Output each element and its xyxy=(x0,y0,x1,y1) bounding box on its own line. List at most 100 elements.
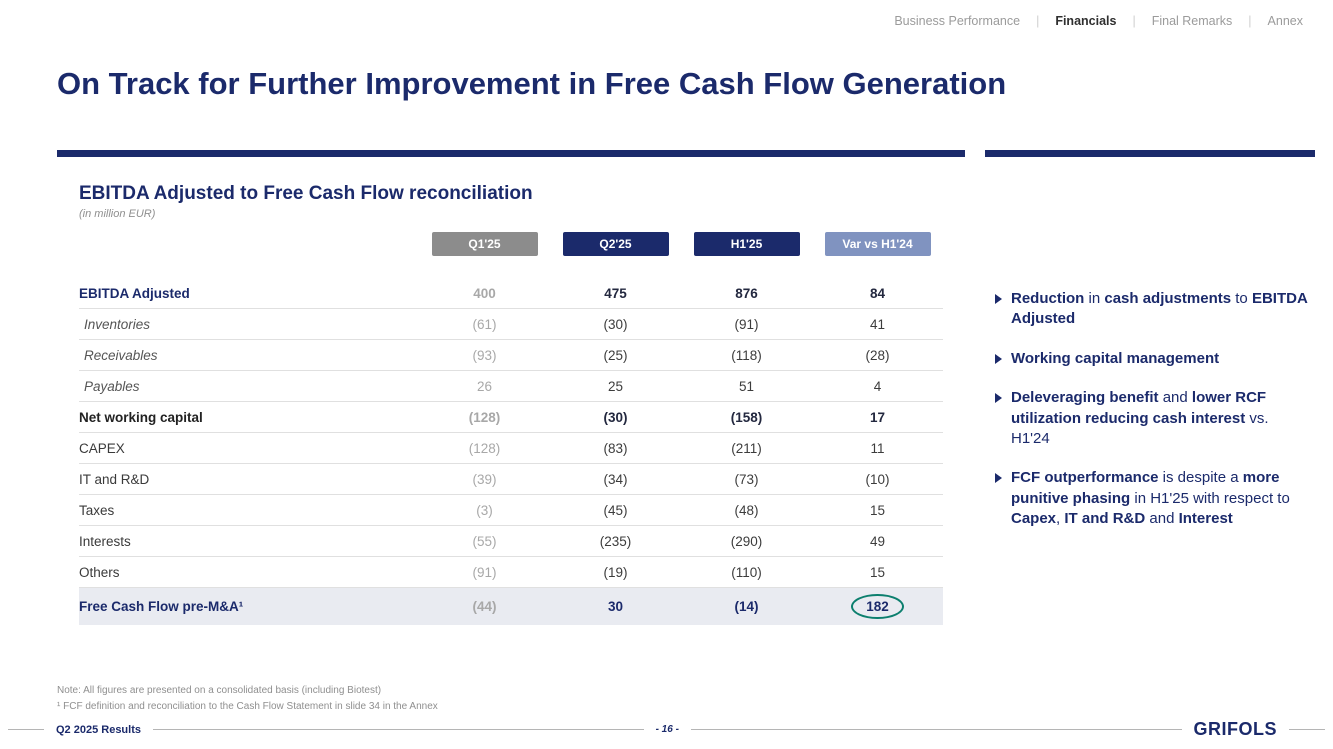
bullet-text: Reduction in cash adjustments to EBITDA … xyxy=(1011,290,1308,328)
nav-item-final-remarks[interactable]: Final Remarks xyxy=(1151,14,1233,28)
row-value: 475 xyxy=(604,285,627,301)
nav-separator: | xyxy=(1132,14,1136,28)
row-value: (83) xyxy=(603,440,628,456)
reconciliation-table: Q1'25 Q2'25 H1'25 Var vs H1'24 EBITDA Adjus… xyxy=(79,232,943,625)
nav-separator: | xyxy=(1036,14,1040,28)
row-value: (211) xyxy=(731,440,762,456)
row-value: (30) xyxy=(603,409,628,425)
row-value: (3) xyxy=(476,502,493,518)
row-value: (73) xyxy=(734,471,759,487)
row-value: 4 xyxy=(873,378,882,394)
row-value: (25) xyxy=(603,347,628,363)
highlights-list: Reduction in cash adjustments to EBITDA … xyxy=(985,157,1315,530)
top-nav: Business Performance | Financials | Final Re… xyxy=(894,14,1303,28)
row-value: (44) xyxy=(472,599,497,614)
row-value: (128) xyxy=(468,409,501,425)
row-value: (290) xyxy=(730,533,763,549)
row-label: CAPEX xyxy=(79,440,125,456)
footer-deck-title: Q2 2025 Results xyxy=(56,723,141,736)
panel-top-bar xyxy=(57,150,965,157)
row-value: (30) xyxy=(603,316,628,332)
footer-divider xyxy=(1289,729,1325,730)
table-row-it-and-r-d: IT and R&D (39) (34) (73) (10) xyxy=(79,464,943,495)
highlight-circle: 182 xyxy=(851,594,904,619)
row-label: EBITDA Adjusted xyxy=(79,285,190,301)
grifols-logo: GRIFOLS xyxy=(1193,719,1277,739)
row-value: 17 xyxy=(869,409,886,425)
bullet-triangle-icon xyxy=(995,294,1002,304)
bullet-text: Working capital management xyxy=(1011,349,1220,367)
table-row-receivables: Receivables (93) (25) (118) (28) xyxy=(79,340,943,371)
table-row-taxes: Taxes (3) (45) (48) 15 xyxy=(79,495,943,526)
bullet-triangle-icon xyxy=(995,393,1002,404)
nav-item-business-performance[interactable]: Business Performance xyxy=(894,14,1021,28)
row-label: IT and R&D xyxy=(79,471,150,487)
page-number: - 16 - xyxy=(655,724,679,735)
row-value: (118) xyxy=(731,347,762,363)
highlights-panel: Reduction in cash adjustments to EBITDA … xyxy=(985,150,1315,549)
table-row-net-working-capital: Net working capital (128) (30) (158) 17 xyxy=(79,402,943,433)
bullet-triangle-icon xyxy=(995,353,1002,364)
table-row-ebitda-adjusted: EBITDA Adjusted 400 475 876 84 xyxy=(79,278,943,309)
row-value: 30 xyxy=(607,599,624,614)
row-value: (10) xyxy=(865,471,890,487)
nav-separator: | xyxy=(1248,14,1252,28)
footnote-line: Note: All figures are presented on a con… xyxy=(57,685,382,696)
row-value: 49 xyxy=(869,533,886,549)
column-header-h1-25: H1'25 xyxy=(693,232,800,256)
column-header-q2-25: Q2'25 xyxy=(562,232,669,256)
row-value: (19) xyxy=(603,564,628,580)
row-value: 84 xyxy=(869,285,886,301)
column-header-var-vs-h1-24: Var vs H1'24 xyxy=(824,232,931,256)
table-row-free-cash-flow-pre-m-a: Free Cash Flow pre-M&A¹ (44) 30 (14) 182 xyxy=(79,588,943,625)
row-label: Interests xyxy=(79,533,131,549)
footer-divider xyxy=(690,729,1182,730)
row-value: 15 xyxy=(869,502,886,518)
nav-item-annex[interactable]: Annex xyxy=(1267,14,1303,28)
row-label: Free Cash Flow pre-M&A¹ xyxy=(79,599,244,614)
row-value: (93) xyxy=(472,347,497,363)
table-body: EBITDA Adjusted 400 475 876 84 Inventories (61… xyxy=(79,278,943,625)
row-value: (55) xyxy=(472,533,497,549)
footnotes: Note: All figures are presented on a con… xyxy=(57,683,438,714)
row-label: Others xyxy=(79,564,120,580)
bullet-text: FCF outperformance is despite a more pun… xyxy=(1011,469,1290,528)
row-label: Taxes xyxy=(79,502,115,518)
highlight-bullet: Deleveraging benefit and lower RCF utili… xyxy=(995,388,1311,449)
row-value: 15 xyxy=(869,564,886,580)
footer-divider xyxy=(153,729,644,730)
bullet-text: Deleveraging benefit and lower RCF utili… xyxy=(1011,389,1269,447)
row-value: (158) xyxy=(730,409,763,425)
highlight-bullet: FCF outperformance is despite a more pun… xyxy=(995,468,1311,529)
table-row-interests: Interests (55) (235) (290) 49 xyxy=(79,526,943,557)
row-value: (14) xyxy=(734,599,759,614)
table-header-row: Q1'25 Q2'25 H1'25 Var vs H1'24 xyxy=(79,232,943,256)
row-label: Inventories xyxy=(84,316,151,332)
row-value: (110) xyxy=(731,564,762,580)
row-value: 25 xyxy=(607,378,624,394)
column-header-q1-25: Q1'25 xyxy=(431,232,538,256)
table-row-inventories: Inventories (61) (30) (91) 41 xyxy=(79,309,943,340)
highlight-bullet: Reduction in cash adjustments to EBITDA … xyxy=(995,289,1311,330)
table-heading: EBITDA Adjusted to Free Cash Flow reconc… xyxy=(79,183,533,204)
row-value: (91) xyxy=(734,316,759,332)
nav-item-financials[interactable]: Financials xyxy=(1055,14,1117,28)
highlight-bullet: Working capital management xyxy=(995,349,1311,369)
row-label: Payables xyxy=(84,378,140,394)
row-value: (61) xyxy=(472,316,497,332)
row-value: (91) xyxy=(472,564,497,580)
footer-divider xyxy=(8,729,44,730)
row-value: 876 xyxy=(735,285,758,301)
footnote-line: ¹ FCF definition and reconciliation to t… xyxy=(57,700,438,712)
page-title: On Track for Further Improvement in Free… xyxy=(57,66,1007,101)
row-value: (28) xyxy=(865,347,890,363)
row-value: 41 xyxy=(869,316,886,332)
unit-note: (in million EUR) xyxy=(79,208,156,220)
row-value: 11 xyxy=(870,440,885,456)
table-panel: EBITDA Adjusted to Free Cash Flow reconc… xyxy=(57,150,965,625)
row-value: (34) xyxy=(603,471,628,487)
panel-top-bar xyxy=(985,150,1315,157)
table-row-capex: CAPEX (128) (83) (211) 11 xyxy=(79,433,943,464)
table-row-payables: Payables 26 25 51 4 xyxy=(79,371,943,402)
